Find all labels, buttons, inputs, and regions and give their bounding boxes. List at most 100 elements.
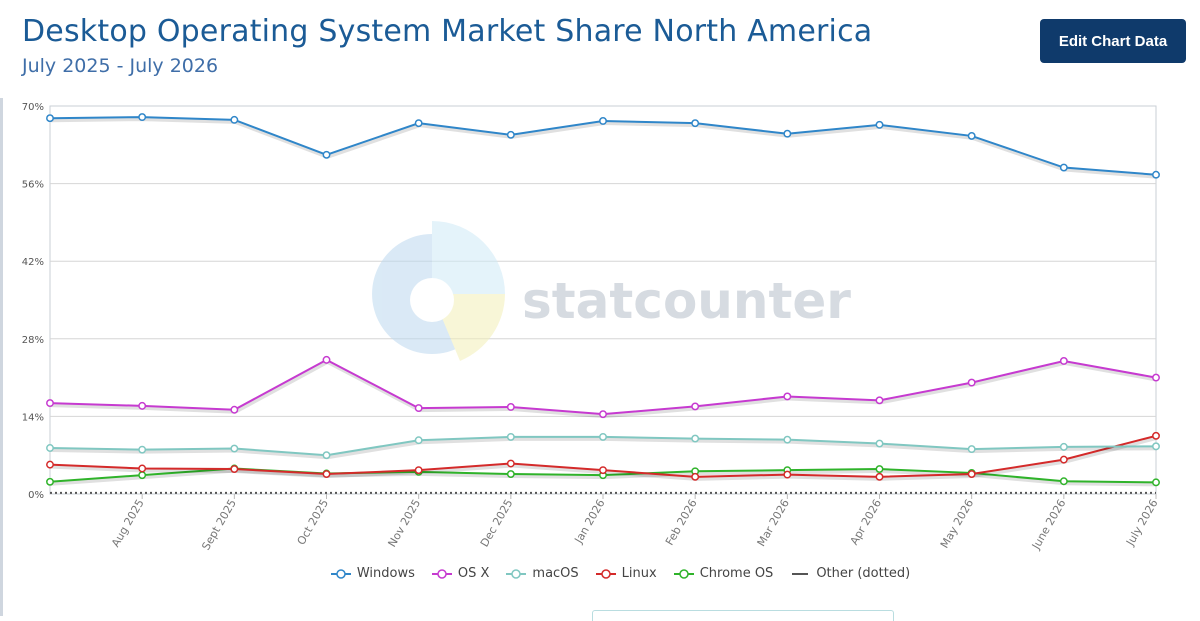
data-point-windows	[691, 119, 700, 128]
legend-dot-linux	[600, 568, 611, 579]
page-title: Desktop Operating System Market Share No…	[22, 14, 873, 49]
data-point-macos	[138, 445, 147, 454]
x-tick-label: Sept 2025	[199, 497, 239, 552]
legend-label-windows: Windows	[356, 566, 415, 581]
legend-label-os-x: OS X	[457, 566, 490, 581]
legend-item-other-dotted[interactable]: Other (dotted)	[789, 566, 910, 581]
legend-item-os-x[interactable]: OS X	[431, 566, 490, 581]
data-point-windows	[967, 131, 976, 140]
data-point-macos	[1059, 442, 1068, 451]
y-tick-label: 42%	[22, 257, 44, 268]
data-point-windows	[46, 114, 54, 123]
grid-layer	[49, 105, 1157, 495]
y-tick-label: 56%	[22, 180, 44, 191]
x-tick-label: June 2026	[1029, 497, 1068, 552]
data-point-os-x	[322, 355, 331, 364]
statcounter-logo-icon	[372, 221, 505, 361]
edit-chart-data-button[interactable]: Edit Chart Data	[1040, 19, 1186, 63]
legend-label-macos: macOS	[532, 566, 579, 581]
legend-marker-macos	[506, 568, 527, 579]
data-point-os-x	[599, 410, 607, 419]
data-point-chrome-os	[1152, 478, 1160, 487]
data-point-windows	[783, 129, 792, 138]
data-point-windows	[875, 120, 884, 129]
data-point-chrome-os	[138, 471, 147, 480]
data-point-windows	[1152, 170, 1160, 179]
data-point-macos	[967, 445, 976, 454]
legend-label-linux: Linux	[621, 566, 657, 581]
data-point-os-x	[691, 402, 700, 411]
legend-marker-chrome-os	[673, 568, 694, 579]
data-point-chrome-os	[506, 470, 515, 478]
data-point-os-x	[506, 403, 515, 411]
legend-dot-chrome-os	[678, 568, 689, 579]
data-point-linux	[691, 472, 700, 481]
data-point-windows	[506, 130, 515, 139]
x-tick-label: Aug 2025	[109, 497, 147, 549]
data-point-linux	[414, 466, 423, 475]
data-point-chrome-os	[875, 465, 884, 474]
data-point-windows	[414, 119, 423, 128]
data-point-macos	[783, 435, 792, 444]
data-point-macos	[322, 451, 331, 460]
data-point-chrome-os	[46, 477, 54, 486]
data-point-os-x	[230, 405, 239, 414]
legend-dot-os-x	[437, 568, 447, 579]
series-layer	[46, 113, 1160, 494]
legend-marker-other-dotted	[792, 572, 809, 575]
data-point-linux	[783, 470, 792, 479]
data-point-os-x	[1152, 373, 1160, 382]
data-point-linux	[506, 459, 515, 468]
y-tick-label: 14%	[22, 412, 44, 423]
data-point-os-x	[46, 399, 54, 408]
x-tick-label: Dec 2025	[478, 497, 516, 549]
data-point-windows	[599, 117, 607, 125]
data-point-macos	[506, 432, 515, 441]
data-point-macos	[691, 434, 700, 443]
data-point-linux	[599, 466, 607, 475]
data-point-macos	[46, 444, 54, 452]
x-tick-label: Nov 2025	[386, 497, 424, 549]
x-tick-label: May 2026	[938, 497, 976, 550]
x-tick-label: Oct 2025	[295, 497, 332, 547]
data-point-linux	[46, 460, 54, 469]
data-point-os-x	[967, 378, 976, 387]
data-point-linux	[967, 470, 976, 478]
data-point-linux	[322, 470, 331, 478]
x-tick-label: Jan 2026	[572, 497, 608, 546]
legend-item-windows[interactable]: Windows	[330, 566, 415, 581]
legend-dot-windows	[336, 568, 346, 579]
statcounter-watermark: statcounter	[372, 221, 851, 361]
legend-item-chrome-os[interactable]: Chrome OS	[673, 566, 773, 581]
legend-label-other-dotted: Other (dotted)	[816, 566, 911, 581]
y-tick-label: 0%	[28, 490, 44, 501]
data-point-macos	[599, 432, 607, 441]
data-point-windows	[1059, 163, 1068, 172]
watermark-text: statcounter	[522, 272, 851, 330]
data-point-os-x	[414, 404, 423, 413]
x-tick-label: Apr 2026	[848, 497, 885, 547]
data-point-linux	[1152, 431, 1160, 440]
legend-marker-os-x	[431, 568, 452, 579]
series-line-os-x	[49, 358, 1157, 416]
data-point-os-x	[783, 392, 792, 401]
legend-dot-macos	[511, 568, 522, 579]
page-subtitle: July 2025 - July 2026	[22, 55, 219, 77]
legend-item-linux[interactable]: Linux	[595, 566, 657, 581]
x-tick-label: July 2026	[1123, 497, 1160, 549]
y-tick-label: 28%	[22, 335, 44, 346]
left-rule	[0, 98, 3, 616]
data-point-macos	[230, 444, 239, 453]
data-point-linux	[230, 465, 239, 474]
data-point-linux	[1059, 455, 1068, 464]
data-point-chrome-os	[1059, 477, 1068, 486]
data-point-macos	[875, 439, 884, 448]
legend-marker-windows	[330, 568, 351, 579]
data-point-macos	[414, 436, 423, 445]
legend-item-macos[interactable]: macOS	[505, 566, 579, 581]
data-point-os-x	[875, 396, 884, 405]
series-shadow-windows	[50, 117, 1158, 179]
data-point-windows	[322, 150, 331, 159]
x-tick-label: Feb 2026	[663, 497, 700, 548]
